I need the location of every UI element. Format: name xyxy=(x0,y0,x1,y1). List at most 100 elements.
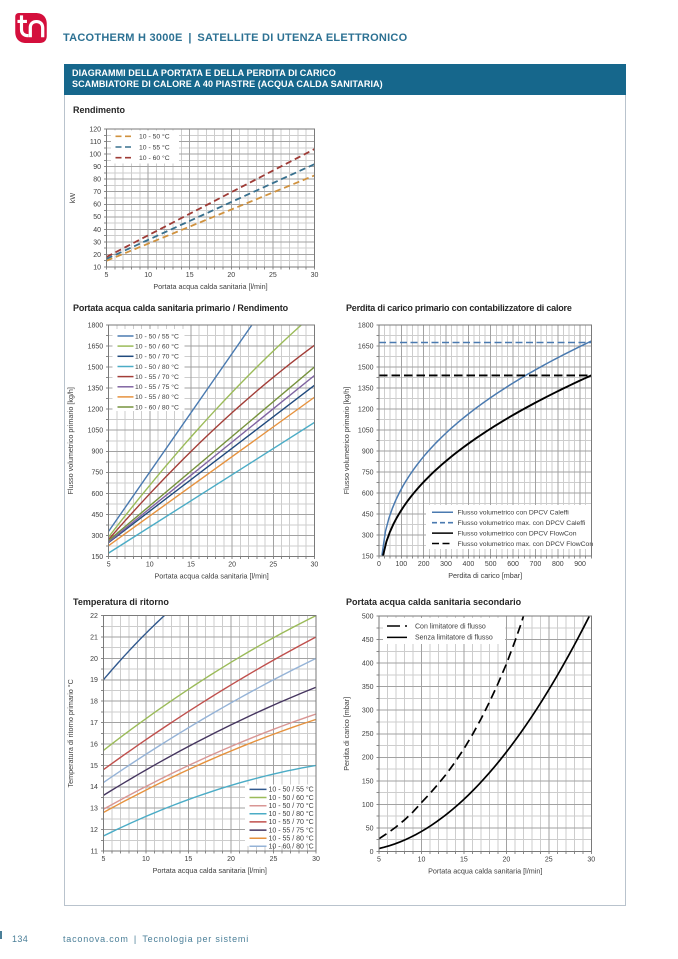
svg-text:Flusso volumetrico max. con DP: Flusso volumetrico max. con DPCV Caleffi xyxy=(458,520,586,527)
svg-text:5: 5 xyxy=(101,856,105,863)
svg-text:10 - 50 / 70 °C: 10 - 50 / 70 °C xyxy=(135,353,179,361)
svg-text:600: 600 xyxy=(362,490,374,497)
svg-text:5: 5 xyxy=(107,562,111,569)
svg-text:30: 30 xyxy=(311,272,319,279)
svg-text:10 - 60 / 80 °C: 10 - 60 / 80 °C xyxy=(269,843,314,851)
svg-text:21: 21 xyxy=(90,634,98,641)
svg-text:11: 11 xyxy=(91,848,98,855)
svg-text:1500: 1500 xyxy=(358,364,374,371)
svg-text:10 - 50 / 80 °C: 10 - 50 / 80 °C xyxy=(269,810,314,818)
svg-text:10: 10 xyxy=(144,272,152,279)
svg-text:10 - 50 °C: 10 - 50 °C xyxy=(139,133,170,141)
svg-text:70: 70 xyxy=(93,189,101,196)
svg-text:10: 10 xyxy=(418,857,426,864)
svg-text:500: 500 xyxy=(485,561,497,568)
svg-text:20: 20 xyxy=(93,252,101,259)
svg-text:10 - 50 / 70 °C: 10 - 50 / 70 °C xyxy=(269,802,314,810)
svg-text:10 - 55 / 80 °C: 10 - 55 / 80 °C xyxy=(135,393,179,401)
svg-text:10 - 50 / 55 °C: 10 - 50 / 55 °C xyxy=(269,786,314,794)
svg-text:19: 19 xyxy=(90,677,98,684)
svg-text:150: 150 xyxy=(362,778,374,785)
svg-text:10 - 60 °C: 10 - 60 °C xyxy=(139,154,170,162)
svg-text:10 - 50 / 55 °C: 10 - 50 / 55 °C xyxy=(135,332,179,340)
svg-text:Flusso volumetrico primario [k: Flusso volumetrico primario [kg/h] xyxy=(66,387,75,494)
svg-text:10 - 55 °C: 10 - 55 °C xyxy=(139,143,170,151)
svg-text:25: 25 xyxy=(269,272,277,279)
svg-text:450: 450 xyxy=(362,511,374,518)
svg-text:5: 5 xyxy=(377,857,381,864)
svg-text:20: 20 xyxy=(227,856,235,863)
svg-text:10: 10 xyxy=(146,562,154,569)
svg-text:80: 80 xyxy=(93,177,101,184)
svg-text:50: 50 xyxy=(93,214,101,221)
svg-text:500: 500 xyxy=(362,613,374,620)
svg-text:120: 120 xyxy=(89,126,101,133)
svg-text:30: 30 xyxy=(587,857,595,864)
svg-text:10: 10 xyxy=(142,856,150,863)
svg-text:1800: 1800 xyxy=(88,322,104,329)
svg-text:150: 150 xyxy=(92,554,104,561)
svg-text:1050: 1050 xyxy=(88,428,104,435)
svg-text:200: 200 xyxy=(362,755,374,762)
svg-text:100: 100 xyxy=(395,561,407,568)
svg-text:15: 15 xyxy=(186,272,194,279)
svg-text:300: 300 xyxy=(362,532,374,539)
svg-text:450: 450 xyxy=(92,512,104,519)
svg-text:30: 30 xyxy=(312,856,320,863)
svg-text:50: 50 xyxy=(366,825,374,832)
svg-text:10 - 55 / 70 °C: 10 - 55 / 70 °C xyxy=(269,818,314,826)
svg-text:16: 16 xyxy=(90,741,98,748)
svg-text:Perdita di carico [mbar]: Perdita di carico [mbar] xyxy=(342,697,351,771)
svg-text:20: 20 xyxy=(228,562,236,569)
svg-text:Temperatura di ritorno primari: Temperatura di ritorno primario °C xyxy=(66,679,75,787)
svg-text:Flusso volumetrico primario [k: Flusso volumetrico primario [kg/h] xyxy=(342,387,351,494)
svg-text:90: 90 xyxy=(93,164,101,171)
svg-text:0: 0 xyxy=(377,561,381,568)
svg-text:Flusso volumetrico max. con DP: Flusso volumetrico max. con DPCV FlowCon xyxy=(458,541,594,548)
svg-text:600: 600 xyxy=(92,491,104,498)
svg-text:1500: 1500 xyxy=(88,365,104,372)
svg-text:20: 20 xyxy=(90,656,98,663)
svg-text:1200: 1200 xyxy=(88,407,104,414)
svg-text:100: 100 xyxy=(362,802,374,809)
svg-text:1350: 1350 xyxy=(88,386,104,393)
svg-text:13: 13 xyxy=(90,806,98,813)
svg-text:10 - 50 / 60 °C: 10 - 50 / 60 °C xyxy=(135,342,179,350)
svg-text:750: 750 xyxy=(362,469,374,476)
svg-text:1650: 1650 xyxy=(88,343,104,350)
svg-text:15: 15 xyxy=(185,856,193,863)
svg-text:1800: 1800 xyxy=(358,322,374,329)
svg-text:300: 300 xyxy=(362,708,374,715)
svg-text:10 - 55 / 75 °C: 10 - 55 / 75 °C xyxy=(269,826,314,834)
svg-text:10 - 55 / 75 °C: 10 - 55 / 75 °C xyxy=(135,383,179,391)
svg-text:17: 17 xyxy=(90,720,98,727)
svg-text:15: 15 xyxy=(460,857,468,864)
svg-text:600: 600 xyxy=(507,561,519,568)
svg-text:450: 450 xyxy=(362,637,374,644)
svg-text:900: 900 xyxy=(362,448,374,455)
svg-text:1650: 1650 xyxy=(358,343,374,350)
svg-text:20: 20 xyxy=(227,272,235,279)
svg-text:Con limitatore di flusso: Con limitatore di flusso xyxy=(415,623,486,630)
svg-text:700: 700 xyxy=(530,561,542,568)
svg-text:300: 300 xyxy=(92,533,104,540)
svg-text:14: 14 xyxy=(90,784,98,791)
svg-text:18: 18 xyxy=(90,699,98,706)
svg-text:400: 400 xyxy=(463,561,475,568)
svg-text:Perdita di carico [mbar]: Perdita di carico [mbar] xyxy=(448,571,522,580)
svg-text:400: 400 xyxy=(362,661,374,668)
svg-text:40: 40 xyxy=(93,227,101,234)
svg-text:Flusso volumetrico con DPCV Fl: Flusso volumetrico con DPCV FlowCon xyxy=(458,530,577,537)
svg-text:900: 900 xyxy=(574,561,586,568)
svg-text:250: 250 xyxy=(362,731,374,738)
svg-text:Portata acqua calda sanitaria: Portata acqua calda sanitaria [l/min] xyxy=(153,282,267,291)
svg-text:300: 300 xyxy=(440,561,452,568)
svg-text:Portata acqua calda sanitaria: Portata acqua calda sanitaria [l/min] xyxy=(153,866,267,875)
svg-text:200: 200 xyxy=(418,561,430,568)
svg-text:Senza limitatore di flusso: Senza limitatore di flusso xyxy=(415,635,493,642)
svg-text:800: 800 xyxy=(552,561,564,568)
svg-text:15: 15 xyxy=(187,562,195,569)
svg-text:10 - 60 / 80 °C: 10 - 60 / 80 °C xyxy=(135,403,179,411)
svg-text:1350: 1350 xyxy=(358,385,374,392)
svg-text:22: 22 xyxy=(90,613,98,620)
